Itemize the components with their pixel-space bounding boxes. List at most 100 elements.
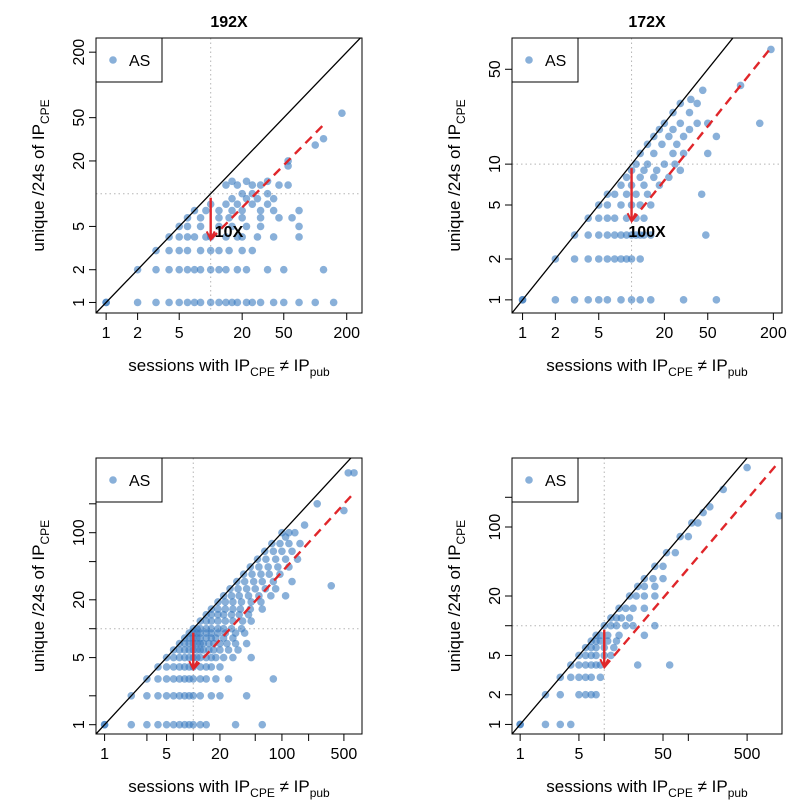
data-point bbox=[291, 528, 299, 537]
data-point bbox=[269, 233, 278, 241]
y-tick-label: 5 bbox=[487, 651, 504, 660]
data-point bbox=[676, 166, 685, 175]
data-point bbox=[610, 231, 619, 239]
legend-marker bbox=[109, 476, 117, 484]
points-AS bbox=[100, 469, 358, 729]
data-point bbox=[350, 469, 358, 477]
chart-title: 100X bbox=[628, 224, 666, 241]
data-point bbox=[603, 296, 612, 304]
data-point bbox=[281, 533, 290, 541]
data-point bbox=[175, 298, 184, 307]
data-point bbox=[610, 214, 619, 222]
data-point bbox=[679, 149, 688, 158]
data-point bbox=[175, 233, 184, 241]
chart-title: 10X bbox=[215, 224, 244, 241]
data-point bbox=[640, 631, 649, 640]
data-point bbox=[240, 577, 249, 586]
data-point bbox=[215, 206, 223, 215]
data-point bbox=[256, 222, 265, 231]
data-point bbox=[621, 604, 630, 613]
data-point bbox=[212, 653, 220, 662]
data-point bbox=[196, 265, 205, 274]
data-point bbox=[640, 181, 648, 189]
data-point bbox=[671, 160, 679, 168]
data-point bbox=[743, 463, 751, 472]
x-tick-label: 5 bbox=[574, 746, 583, 763]
plot-frame bbox=[95, 37, 363, 314]
data-point bbox=[222, 181, 230, 189]
x-axis: 1 2 5 20 50 200 bbox=[518, 313, 787, 342]
x-tick-label: 1 bbox=[516, 746, 525, 763]
dashed-fit-line bbox=[603, 464, 777, 668]
data-point bbox=[263, 265, 272, 274]
legend-box bbox=[511, 457, 579, 503]
y-label-part: unique /24s of IP bbox=[445, 545, 464, 673]
data-point bbox=[253, 194, 262, 203]
grid bbox=[512, 458, 782, 734]
data-point bbox=[612, 637, 621, 645]
y-tick-label: 2 bbox=[71, 265, 88, 274]
chart-title: 172X bbox=[628, 14, 666, 31]
data-point bbox=[640, 582, 649, 591]
data-point bbox=[236, 605, 245, 613]
x-label-part: sessions with IP bbox=[546, 777, 668, 796]
y-label-part: unique /24s of IP bbox=[29, 545, 48, 673]
data-point bbox=[248, 181, 257, 189]
data-point bbox=[207, 610, 216, 619]
data-point bbox=[275, 181, 283, 189]
y-label-part: unique /24s of IP bbox=[445, 124, 464, 252]
data-point bbox=[196, 246, 205, 255]
data-point bbox=[162, 691, 171, 700]
data-point bbox=[575, 690, 583, 699]
data-point bbox=[209, 646, 218, 654]
data-point bbox=[594, 296, 603, 304]
data-point bbox=[215, 214, 223, 222]
data-point bbox=[541, 720, 550, 729]
y-tick-label: 20 bbox=[487, 587, 504, 605]
data-point bbox=[632, 160, 640, 168]
legend-marker bbox=[525, 56, 533, 64]
data-point bbox=[284, 181, 292, 189]
data-point bbox=[627, 255, 636, 263]
data-point bbox=[551, 296, 560, 304]
data-point bbox=[206, 246, 215, 255]
data-point bbox=[196, 624, 205, 633]
data-point bbox=[640, 604, 649, 613]
y-axis: 1 5 20 100 bbox=[71, 503, 96, 729]
data-point bbox=[712, 132, 721, 141]
chart-panel-2: 10X 1 5 20 100 500 1 5 20 100 sessions with IPCPE … bbox=[29, 224, 363, 800]
data-point bbox=[288, 577, 296, 586]
y-tick-label: 20 bbox=[71, 152, 88, 170]
data-point bbox=[581, 690, 590, 699]
data-point bbox=[258, 720, 267, 729]
data-point bbox=[279, 298, 288, 307]
y-tick-label: 50 bbox=[487, 60, 504, 78]
data-point bbox=[238, 617, 247, 625]
data-point bbox=[253, 233, 262, 241]
y-tick-label: 1 bbox=[71, 720, 88, 729]
y-tick-label: 20 bbox=[71, 591, 88, 609]
x-tick-label: 50 bbox=[699, 325, 717, 342]
grid bbox=[96, 38, 362, 313]
points-AS bbox=[518, 45, 775, 304]
data-point bbox=[684, 532, 693, 541]
x-tick-label: 5 bbox=[594, 325, 603, 342]
legend-label: AS bbox=[545, 473, 566, 490]
data-point bbox=[610, 643, 618, 652]
data-point bbox=[636, 173, 644, 182]
data-point bbox=[643, 160, 652, 168]
data-point bbox=[269, 194, 278, 203]
data-point bbox=[189, 720, 198, 729]
data-point bbox=[679, 296, 688, 304]
data-point bbox=[262, 555, 270, 563]
data-point bbox=[242, 265, 251, 274]
data-point bbox=[594, 255, 603, 263]
legend: AS bbox=[95, 37, 163, 83]
arrow-head bbox=[599, 658, 610, 670]
data-point bbox=[175, 246, 184, 255]
plot-frame bbox=[511, 37, 783, 314]
y-tick-label: 1 bbox=[487, 295, 504, 304]
x-label-sub: pub bbox=[728, 786, 748, 800]
y-tick-label: 2 bbox=[487, 254, 504, 263]
data-point bbox=[228, 222, 236, 231]
